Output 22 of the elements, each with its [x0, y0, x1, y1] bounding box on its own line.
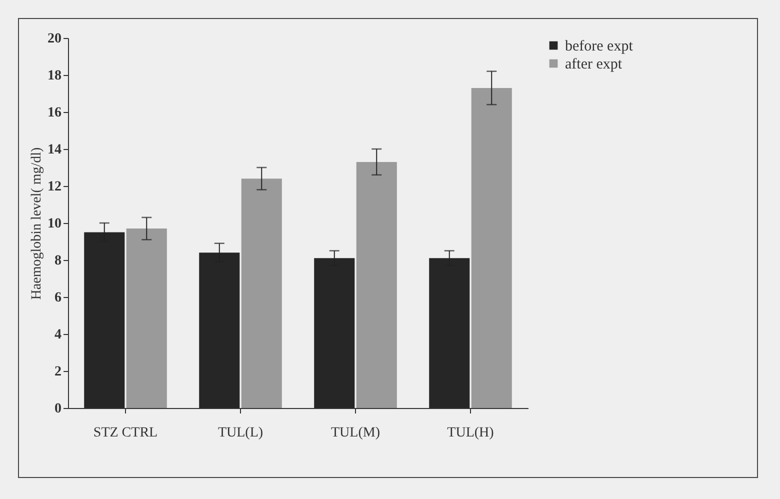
x-tick-label: TUL(M) — [331, 426, 380, 440]
y-tick-label: 4 — [54, 328, 62, 342]
bar — [126, 228, 167, 408]
y-tick-label: 8 — [54, 254, 62, 268]
y-tick-label: 2 — [54, 364, 62, 380]
x-tick-label: STZ CTRL — [93, 426, 158, 440]
bar — [241, 178, 282, 408]
y-tick-label: 6 — [54, 290, 62, 306]
legend-label: before expt — [565, 38, 634, 54]
x-tick-label: TUL(H) — [447, 426, 494, 440]
y-tick-label: 20 — [48, 32, 62, 46]
y-tick-label: 10 — [48, 216, 62, 232]
y-tick-label: 0 — [54, 402, 62, 416]
y-tick-label: 18 — [48, 68, 62, 84]
bar — [356, 162, 397, 408]
y-tick-label: 16 — [48, 106, 62, 120]
y-axis-title: Haemoglobin level( mg/dl) — [30, 146, 44, 300]
x-tick-label: TUL(L) — [218, 426, 264, 440]
y-tick-label: 14 — [48, 142, 62, 158]
y-tick-label: 12 — [48, 180, 62, 194]
bar — [471, 88, 512, 408]
legend-label: after expt — [565, 56, 623, 72]
